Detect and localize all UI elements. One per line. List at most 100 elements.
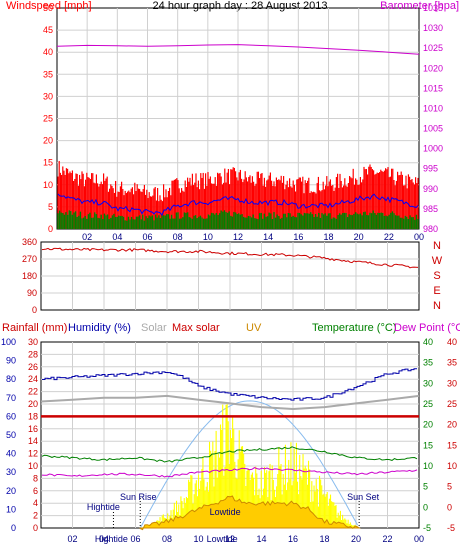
dewpoint-y-tick-label: 20 xyxy=(447,420,457,430)
rain-y-tick-label: 10 xyxy=(28,461,38,471)
tide-bottom-label: Lowtide xyxy=(207,534,238,544)
humidity-y-tick-label: 30 xyxy=(6,467,16,477)
rain-y-tick-label: 12 xyxy=(28,449,38,459)
rain-y-tick-label: 0 xyxy=(33,523,38,533)
wind-x-tick-label: 10 xyxy=(203,232,213,242)
legend-temperature: Temperature (°C) xyxy=(312,322,396,334)
barometer-line xyxy=(56,44,420,55)
rain-y-tick-label: 14 xyxy=(28,436,38,446)
compass-label: N xyxy=(433,240,441,252)
rain-y-tick-label: 28 xyxy=(28,349,38,359)
dewpoint-y-tick-label: -5 xyxy=(447,523,455,533)
legend-max-solar: Max solar xyxy=(172,322,220,334)
baro-y-tick-label: 1025 xyxy=(423,43,443,53)
direction-line xyxy=(41,247,419,269)
wind-y-tick-label: 30 xyxy=(43,91,53,101)
baro-y-tick-label: 980 xyxy=(423,224,438,234)
wind-x-tick-label: 14 xyxy=(263,232,273,242)
rain-y-tick-label: 16 xyxy=(28,424,38,434)
temperature-y-tick-label: 30 xyxy=(423,378,433,388)
legend-uv: UV xyxy=(246,322,262,334)
humidity-y-tick-label: 100 xyxy=(1,337,16,347)
direction-y-tick-label: 90 xyxy=(27,288,37,298)
weather-lines xyxy=(40,368,420,478)
weather-x-tick-label: 02 xyxy=(67,534,77,544)
legend-dew-point: Dew Point (°C) xyxy=(394,322,460,334)
wind-y-ticks: 0 5 10 15 20 25 30 35 40 45 50 xyxy=(43,3,53,234)
chart-title: 24 hour graph day : 28 August 2013 xyxy=(153,0,328,12)
dewpoint-y-tick-label: 10 xyxy=(447,461,457,471)
wind-bars xyxy=(57,160,419,229)
temperature-line xyxy=(41,446,418,463)
temperature-y-tick-label: 5 xyxy=(423,482,428,492)
weather-x-ticks: 02 04 06 08 10 12 14 16 18 20 22 00 xyxy=(67,534,424,544)
dewpoint-line xyxy=(41,467,418,478)
wind-y-tick-label: 45 xyxy=(43,25,53,35)
humidity-line xyxy=(42,368,417,401)
direction-y-tick-label: 180 xyxy=(22,271,37,281)
compass-label: N xyxy=(433,300,441,312)
wind-x-tick-label: 00 xyxy=(414,232,424,242)
barometer-axis-label: Barometer [hpa] xyxy=(380,0,459,12)
baro-y-tick-label: 995 xyxy=(423,164,438,174)
baro-y-ticks: 980 985 990 995 1000 1005 1010 1015 1020 1025 1030… xyxy=(423,3,443,234)
weather-x-tick-label: 10 xyxy=(193,534,203,544)
weather-x-tick-label: 18 xyxy=(319,534,329,544)
weather-x-tick-label: 08 xyxy=(162,534,172,544)
compass-label: W xyxy=(432,255,443,267)
temperature-y-tick-label: 10 xyxy=(423,461,433,471)
temperature-y-tick-label: 40 xyxy=(423,337,433,347)
tide-label: Hightide xyxy=(87,502,120,512)
legend-humidity: Humidity (%) xyxy=(68,322,131,334)
compass-label: E xyxy=(433,285,440,297)
baro-y-tick-label: 1020 xyxy=(423,63,443,73)
wind-y-tick-label: 5 xyxy=(48,202,53,212)
rain-y-tick-label: 26 xyxy=(28,362,38,372)
legend-rainfall: Rainfall (mm) xyxy=(2,322,67,334)
weather-x-tick-label: 14 xyxy=(256,534,266,544)
weather-x-tick-label: 06 xyxy=(130,534,140,544)
dewpoint-y-tick-label: 30 xyxy=(447,378,457,388)
solar-max-curve xyxy=(139,400,359,529)
weather-x-tick-label: 20 xyxy=(351,534,361,544)
wind-y-tick-label: 20 xyxy=(43,136,53,146)
rain-y-tick-label: 20 xyxy=(28,399,38,409)
weather-x-tick-label: 16 xyxy=(288,534,298,544)
wind-y-tick-label: 35 xyxy=(43,69,53,79)
rain-y-tick-label: 22 xyxy=(28,387,38,397)
tide-sun-annotations: Sun Rise Sun Set Hightide Lowtide Hightide Lo… xyxy=(87,492,380,544)
wind-x-ticks: 02 04 06 08 10 12 14 16 18 20 22 00 xyxy=(82,232,424,242)
dewpoint-y-tick-label: 5 xyxy=(447,482,452,492)
baro-y-tick-label: 985 xyxy=(423,204,438,214)
wind-x-tick-label: 18 xyxy=(323,232,333,242)
weather-y-ticks: 0246810121416182022242628300102030405060… xyxy=(1,337,457,533)
humidity-y-tick-label: 70 xyxy=(6,393,16,403)
gust-line xyxy=(57,193,419,216)
direction-y-ticks: 0 90 180 270 360 xyxy=(22,237,37,315)
wind-x-tick-label: 06 xyxy=(142,232,152,242)
wind-y-tick-label: 25 xyxy=(43,114,53,124)
wind-y-tick-label: 50 xyxy=(43,3,53,13)
dewpoint-y-tick-label: 35 xyxy=(447,358,457,368)
temperature-y-tick-label: 35 xyxy=(423,358,433,368)
rain-y-tick-label: 4 xyxy=(33,498,38,508)
wind-panel: Windspeed [mph] 24 hour graph day : 28 A… xyxy=(6,0,459,242)
direction-y-tick-label: 0 xyxy=(32,305,37,315)
baro-y-tick-label: 1010 xyxy=(423,103,443,113)
weather-x-tick-label: 00 xyxy=(414,534,424,544)
wind-y-tick-label: 10 xyxy=(43,180,53,190)
baro-y-tick-label: 1035 xyxy=(423,3,443,13)
humidity-y-tick-label: 60 xyxy=(6,411,16,421)
wind-x-tick-label: 22 xyxy=(384,232,394,242)
humidity-y-tick-label: 50 xyxy=(6,430,16,440)
wind-y-tick-label: 40 xyxy=(43,47,53,57)
temperature-y-tick-label: 0 xyxy=(423,502,428,512)
solar-fills xyxy=(139,400,361,531)
weather-x-tick-label: 04 xyxy=(99,534,109,544)
baro-y-tick-label: 1000 xyxy=(423,144,443,154)
uv-area xyxy=(139,495,361,531)
baro-y-tick-label: 1030 xyxy=(423,23,443,33)
direction-grid xyxy=(41,242,419,310)
